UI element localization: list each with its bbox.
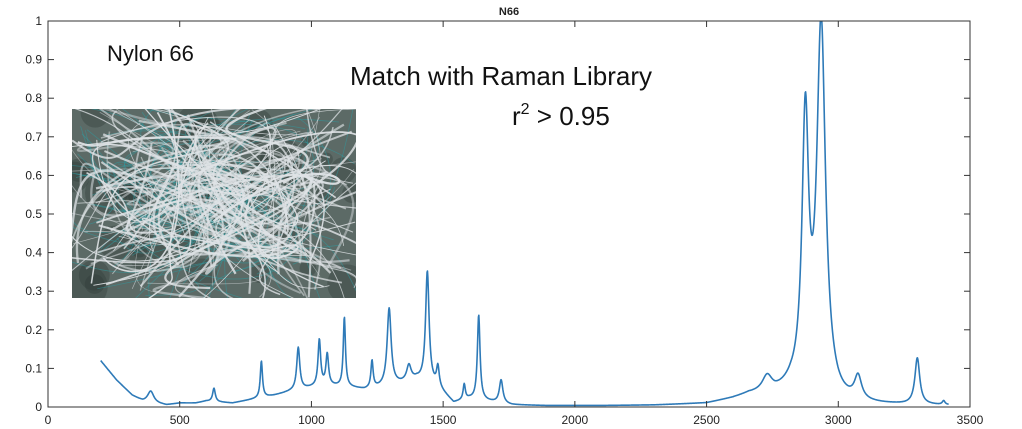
- y-tick-label: 0.2: [25, 323, 42, 337]
- photo-fiber-strand: [73, 161, 356, 244]
- photo-net-strand: [217, 139, 355, 241]
- spectrum-layer: [100, 21, 950, 407]
- photo-fiber-strand: [177, 129, 297, 241]
- photo-fiber-strand: [182, 114, 249, 226]
- photo-fiber-strand: [72, 116, 320, 230]
- series-line-n66: [100, 21, 950, 407]
- y-tick-label: 0.1: [25, 361, 42, 375]
- photo-shadow: [342, 183, 356, 203]
- y-tick-label: 1: [35, 14, 42, 28]
- photo-fiber-strand: [139, 158, 312, 298]
- match-label: Match with Raman Library: [350, 61, 652, 91]
- photo-fiber-strand: [121, 158, 209, 290]
- photo-fiber-strand: [83, 230, 272, 298]
- x-tick-label: 3000: [825, 413, 852, 427]
- photo-fiber-strand: [175, 119, 250, 223]
- y-tick-label: 0.7: [25, 130, 42, 144]
- photo-fiber-strand: [202, 109, 356, 298]
- photo-fiber-strand: [212, 172, 341, 223]
- photo-fiber-strand: [72, 109, 322, 148]
- photo-fiber-strand: [188, 153, 282, 274]
- y-tick-label: 0.4: [25, 246, 42, 260]
- nylon-photo: [72, 109, 356, 298]
- r-value: > 0.95: [530, 101, 610, 131]
- photo-fiber-strand: [72, 148, 208, 195]
- photo-fiber-strand: [164, 141, 356, 290]
- photo-fiber-strand: [217, 109, 343, 231]
- photo-fiber-strand: [115, 109, 248, 212]
- photo-shadow: [72, 264, 108, 298]
- photo-fiber-strand: [134, 109, 240, 194]
- photo-fiber-strand: [113, 197, 230, 252]
- x-tick-label: 3500: [957, 413, 984, 427]
- photo-fiber-strand: [197, 163, 270, 275]
- photo-fiber-strand: [147, 143, 262, 285]
- photo-fiber-strand: [99, 111, 235, 182]
- photo-fiber-strand: [77, 200, 309, 256]
- photo-fiber-strand: [230, 109, 293, 251]
- chart-title: N66: [499, 6, 519, 18]
- photo-fiber-strand: [113, 178, 213, 242]
- fiber-photo-content: [72, 109, 356, 298]
- photo-fiber-strand: [144, 109, 299, 227]
- x-tick-label: 1000: [298, 413, 325, 427]
- photo-fiber-strand: [301, 172, 356, 289]
- photo-fiber-strand: [126, 177, 245, 298]
- r-superscript: 2: [521, 101, 530, 118]
- photo-fiber-strand: [72, 110, 250, 224]
- y-tick-label: 0: [35, 400, 42, 414]
- axis-ticks: 0 500 1000 1500 2000 2500 3000 3500 0 0.1 0.2 0.3 0.…: [25, 14, 983, 427]
- photo-fiber-strand: [200, 208, 331, 298]
- photo-fiber-strand: [170, 109, 356, 275]
- photo-fiber-strand: [75, 119, 230, 264]
- r-symbol: r: [512, 101, 521, 131]
- x-tick-label: 1500: [430, 413, 457, 427]
- y-tick-label: 0.8: [25, 91, 42, 105]
- x-tick-label: 500: [170, 413, 190, 427]
- photo-shadow: [84, 274, 105, 294]
- photo-fiber-strand: [72, 166, 347, 243]
- x-tick-label: 2500: [693, 413, 720, 427]
- photo-fiber-strand: [102, 186, 266, 298]
- y-tick-label: 0.9: [25, 53, 42, 67]
- photo-fiber-strand: [76, 141, 174, 209]
- photo-net-strand: [143, 109, 306, 130]
- photo-fiber-strand: [225, 109, 309, 185]
- photo-fiber-strand: [272, 173, 356, 245]
- photo-fiber-strand: [152, 159, 291, 256]
- y-tick-label: 0.5: [25, 207, 42, 221]
- sample-name-label: Nylon 66: [107, 41, 194, 66]
- photo-fiber-strand: [72, 169, 308, 256]
- r-squared-label: r2 > 0.95: [512, 101, 610, 131]
- x-tick-label: 0: [45, 413, 52, 427]
- photo-fiber-strand: [72, 122, 209, 264]
- photo-fiber-strand: [72, 109, 318, 159]
- x-tick-label: 2000: [562, 413, 589, 427]
- photo-fiber-strand: [177, 131, 356, 191]
- photo-fiber-strand: [72, 161, 354, 249]
- photo-shadow: [78, 259, 110, 291]
- y-tick-label: 0.3: [25, 284, 42, 298]
- y-tick-label: 0.6: [25, 168, 42, 182]
- photo-fiber-strand: [141, 217, 295, 253]
